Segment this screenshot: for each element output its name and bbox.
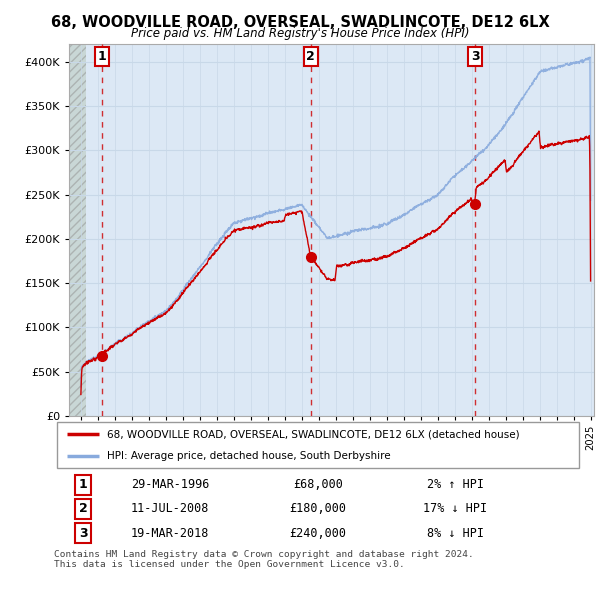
Bar [69,44,86,416]
Text: 11-JUL-2008: 11-JUL-2008 [131,502,209,516]
Text: £68,000: £68,000 [293,478,343,491]
Text: 3: 3 [79,527,88,540]
Text: 1: 1 [79,478,88,491]
Text: 2: 2 [79,502,88,516]
Text: Price paid vs. HM Land Registry's House Price Index (HPI): Price paid vs. HM Land Registry's House … [131,27,469,40]
Text: 2: 2 [307,50,315,63]
Text: Contains HM Land Registry data © Crown copyright and database right 2024.
This d: Contains HM Land Registry data © Crown c… [54,550,474,569]
Text: £180,000: £180,000 [290,502,347,516]
FancyBboxPatch shape [56,422,580,468]
Text: HPI: Average price, detached house, South Derbyshire: HPI: Average price, detached house, Sout… [107,451,391,461]
Text: 2% ↑ HPI: 2% ↑ HPI [427,478,484,491]
Text: 1: 1 [97,50,106,63]
Text: 68, WOODVILLE ROAD, OVERSEAL, SWADLINCOTE, DE12 6LX (detached house): 68, WOODVILLE ROAD, OVERSEAL, SWADLINCOT… [107,429,520,439]
Text: £240,000: £240,000 [290,527,347,540]
Text: 17% ↓ HPI: 17% ↓ HPI [423,502,487,516]
Text: 8% ↓ HPI: 8% ↓ HPI [427,527,484,540]
Text: 19-MAR-2018: 19-MAR-2018 [131,527,209,540]
Text: 29-MAR-1996: 29-MAR-1996 [131,478,209,491]
Text: 68, WOODVILLE ROAD, OVERSEAL, SWADLINCOTE, DE12 6LX: 68, WOODVILLE ROAD, OVERSEAL, SWADLINCOT… [50,15,550,30]
Text: 3: 3 [471,50,479,63]
